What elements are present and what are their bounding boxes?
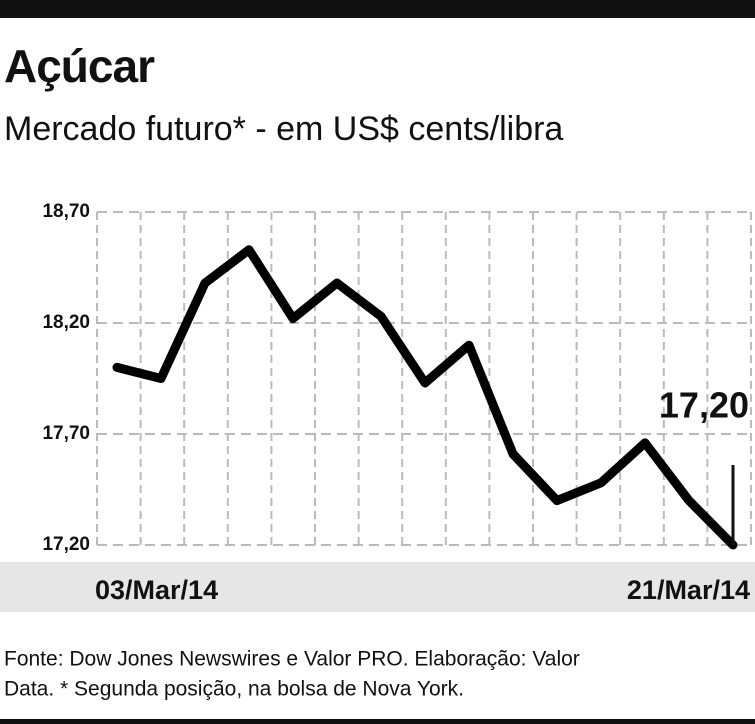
top-bar <box>0 0 755 18</box>
y-tick-label: 17,70 <box>42 423 90 444</box>
y-tick-label: 17,20 <box>42 534 90 555</box>
y-tick-label: 18,70 <box>42 201 90 222</box>
y-tick-label: 18,20 <box>42 312 90 333</box>
source-note-2: Data. * Segunda posição, na bolsa de Nov… <box>4 678 464 701</box>
line <box>112 245 738 550</box>
bottom-bar <box>0 719 755 724</box>
x-axis-band <box>0 562 755 612</box>
chart-title: Açúcar <box>4 40 155 92</box>
value-label: 17,20 <box>659 385 749 426</box>
x-tick-label: 03/Mar/14 <box>95 575 218 605</box>
source-note-1: Fonte: Dow Jones Newswires e Valor PRO. … <box>4 648 580 671</box>
chart-subtitle: Mercado futuro* - em US$ cents/libra <box>4 110 563 148</box>
x-tick-label: 21/Mar/14 <box>627 575 750 605</box>
